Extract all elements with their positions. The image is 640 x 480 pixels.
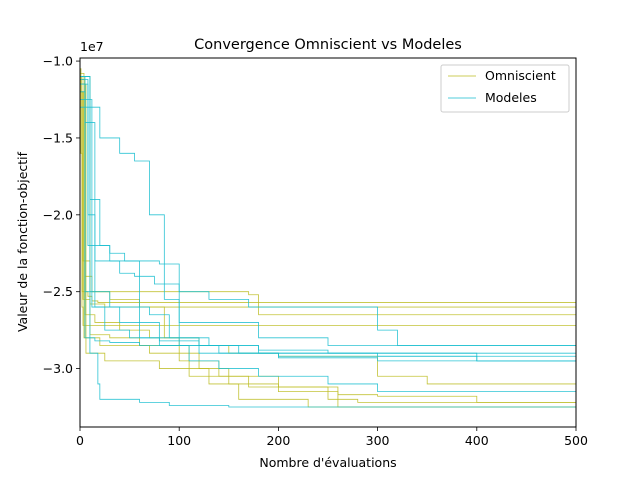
y-tick-label: −2.5 (43, 284, 73, 299)
series-line-modeles-18 (80, 99, 577, 361)
y-tick-label: −3.0 (43, 361, 73, 376)
legend-box (440, 64, 570, 113)
y-tick-label: −1.0 (43, 54, 73, 69)
series-line-modeles-13 (80, 76, 576, 362)
y-tick-label: −2.0 (43, 207, 73, 222)
chart-title: Convergence Omniscient vs Modeles (194, 37, 462, 53)
x-tick-label: 400 (465, 433, 489, 448)
y-axis-label: Valeur de la fonction-objectif (15, 151, 30, 332)
legend-label-omniscient: Omniscient (485, 68, 556, 83)
series-line-modeles-14 (80, 83, 577, 364)
x-tick-label: 100 (167, 433, 191, 448)
x-tick-label: 0 (76, 433, 84, 448)
series-line-modeles-10 (80, 106, 577, 354)
x-tick-label: 200 (266, 433, 290, 448)
legend-label-modeles: Modeles (485, 90, 537, 105)
x-axis-label: Nombre d'évaluations (259, 455, 396, 470)
series-line-modeles-17 (80, 79, 576, 393)
legend: Omniscient Modeles (440, 64, 570, 113)
series-layer (80, 68, 577, 412)
x-axis: 0 100 200 300 400 500 (76, 427, 588, 448)
y-offset-label: 1e7 (80, 39, 104, 54)
series-line-modeles-16 (80, 76, 577, 409)
x-tick-label: 500 (564, 433, 588, 448)
y-tick-label: −1.5 (43, 130, 73, 145)
y-axis: −1.0 −1.5 −2.0 −2.5 −3.0 (43, 54, 80, 376)
series-line-modeles-11 (80, 76, 576, 362)
series-line-modeles-12 (80, 83, 576, 346)
x-tick-label: 300 (366, 433, 390, 448)
series-line-omniscient-9 (80, 83, 577, 412)
plot-frame (79, 57, 577, 428)
